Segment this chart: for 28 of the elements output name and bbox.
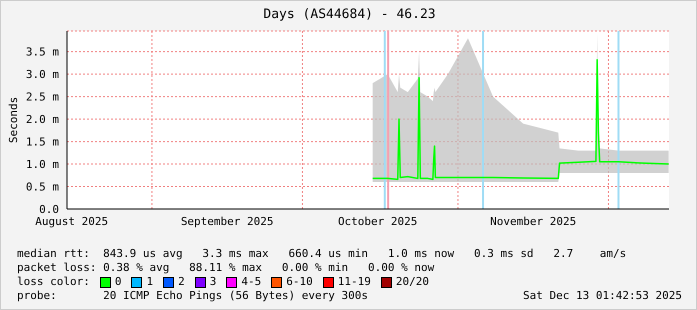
legend-label: 11-19 [336, 275, 371, 289]
y-tick-label: 3.5 m [26, 46, 60, 59]
legend-label: 4-5 [240, 275, 262, 289]
y-tick-label: 2.5 m [26, 90, 60, 104]
y-tick-label: 0.5 m [26, 180, 60, 194]
legend-label: 3 [208, 275, 216, 289]
legend-label: 1 [145, 275, 154, 289]
text: median rtt: 843.9 us avg 3.3 ms max 660.4 us min 1.0 ms now 0.3 ms sd 2.7 am/s [17, 247, 626, 261]
y-tick-label: 0.0 [39, 202, 59, 216]
y-tick-label: 1.5 m [26, 135, 60, 148]
legend-label: 2 [177, 275, 185, 289]
y-axis-title: Seconds [6, 96, 20, 144]
line-series [372, 59, 669, 180]
text: Sat Dec 13 01:42:53 2025 [523, 289, 682, 302]
legend-label: 20/20 [394, 275, 429, 289]
y-tick-label: 2.0 m [26, 113, 60, 126]
y-tick-label: 1.0 m [26, 158, 60, 171]
x-tick-label: November 2025 [490, 214, 576, 228]
x-tick-label: September 2025 [180, 214, 274, 228]
legend-label: 6-10 [285, 275, 313, 289]
text: probe: 20 ICMP Echo Pings (56 Bytes) every 300s [17, 289, 368, 302]
text: packet loss: 0.38 % avg 88.11 % max 0.00 % min 0.00 % now [17, 261, 436, 275]
chart-title: Days (AS44684) - 46.23 [262, 7, 437, 22]
x-tick-label: August 2025 [35, 214, 108, 228]
legend-title: loss color: [17, 275, 90, 289]
y-tick-label: 3.0 m [26, 68, 60, 82]
x-tick-label: October 2025 [338, 214, 418, 228]
legend-label: 0 [114, 275, 122, 289]
